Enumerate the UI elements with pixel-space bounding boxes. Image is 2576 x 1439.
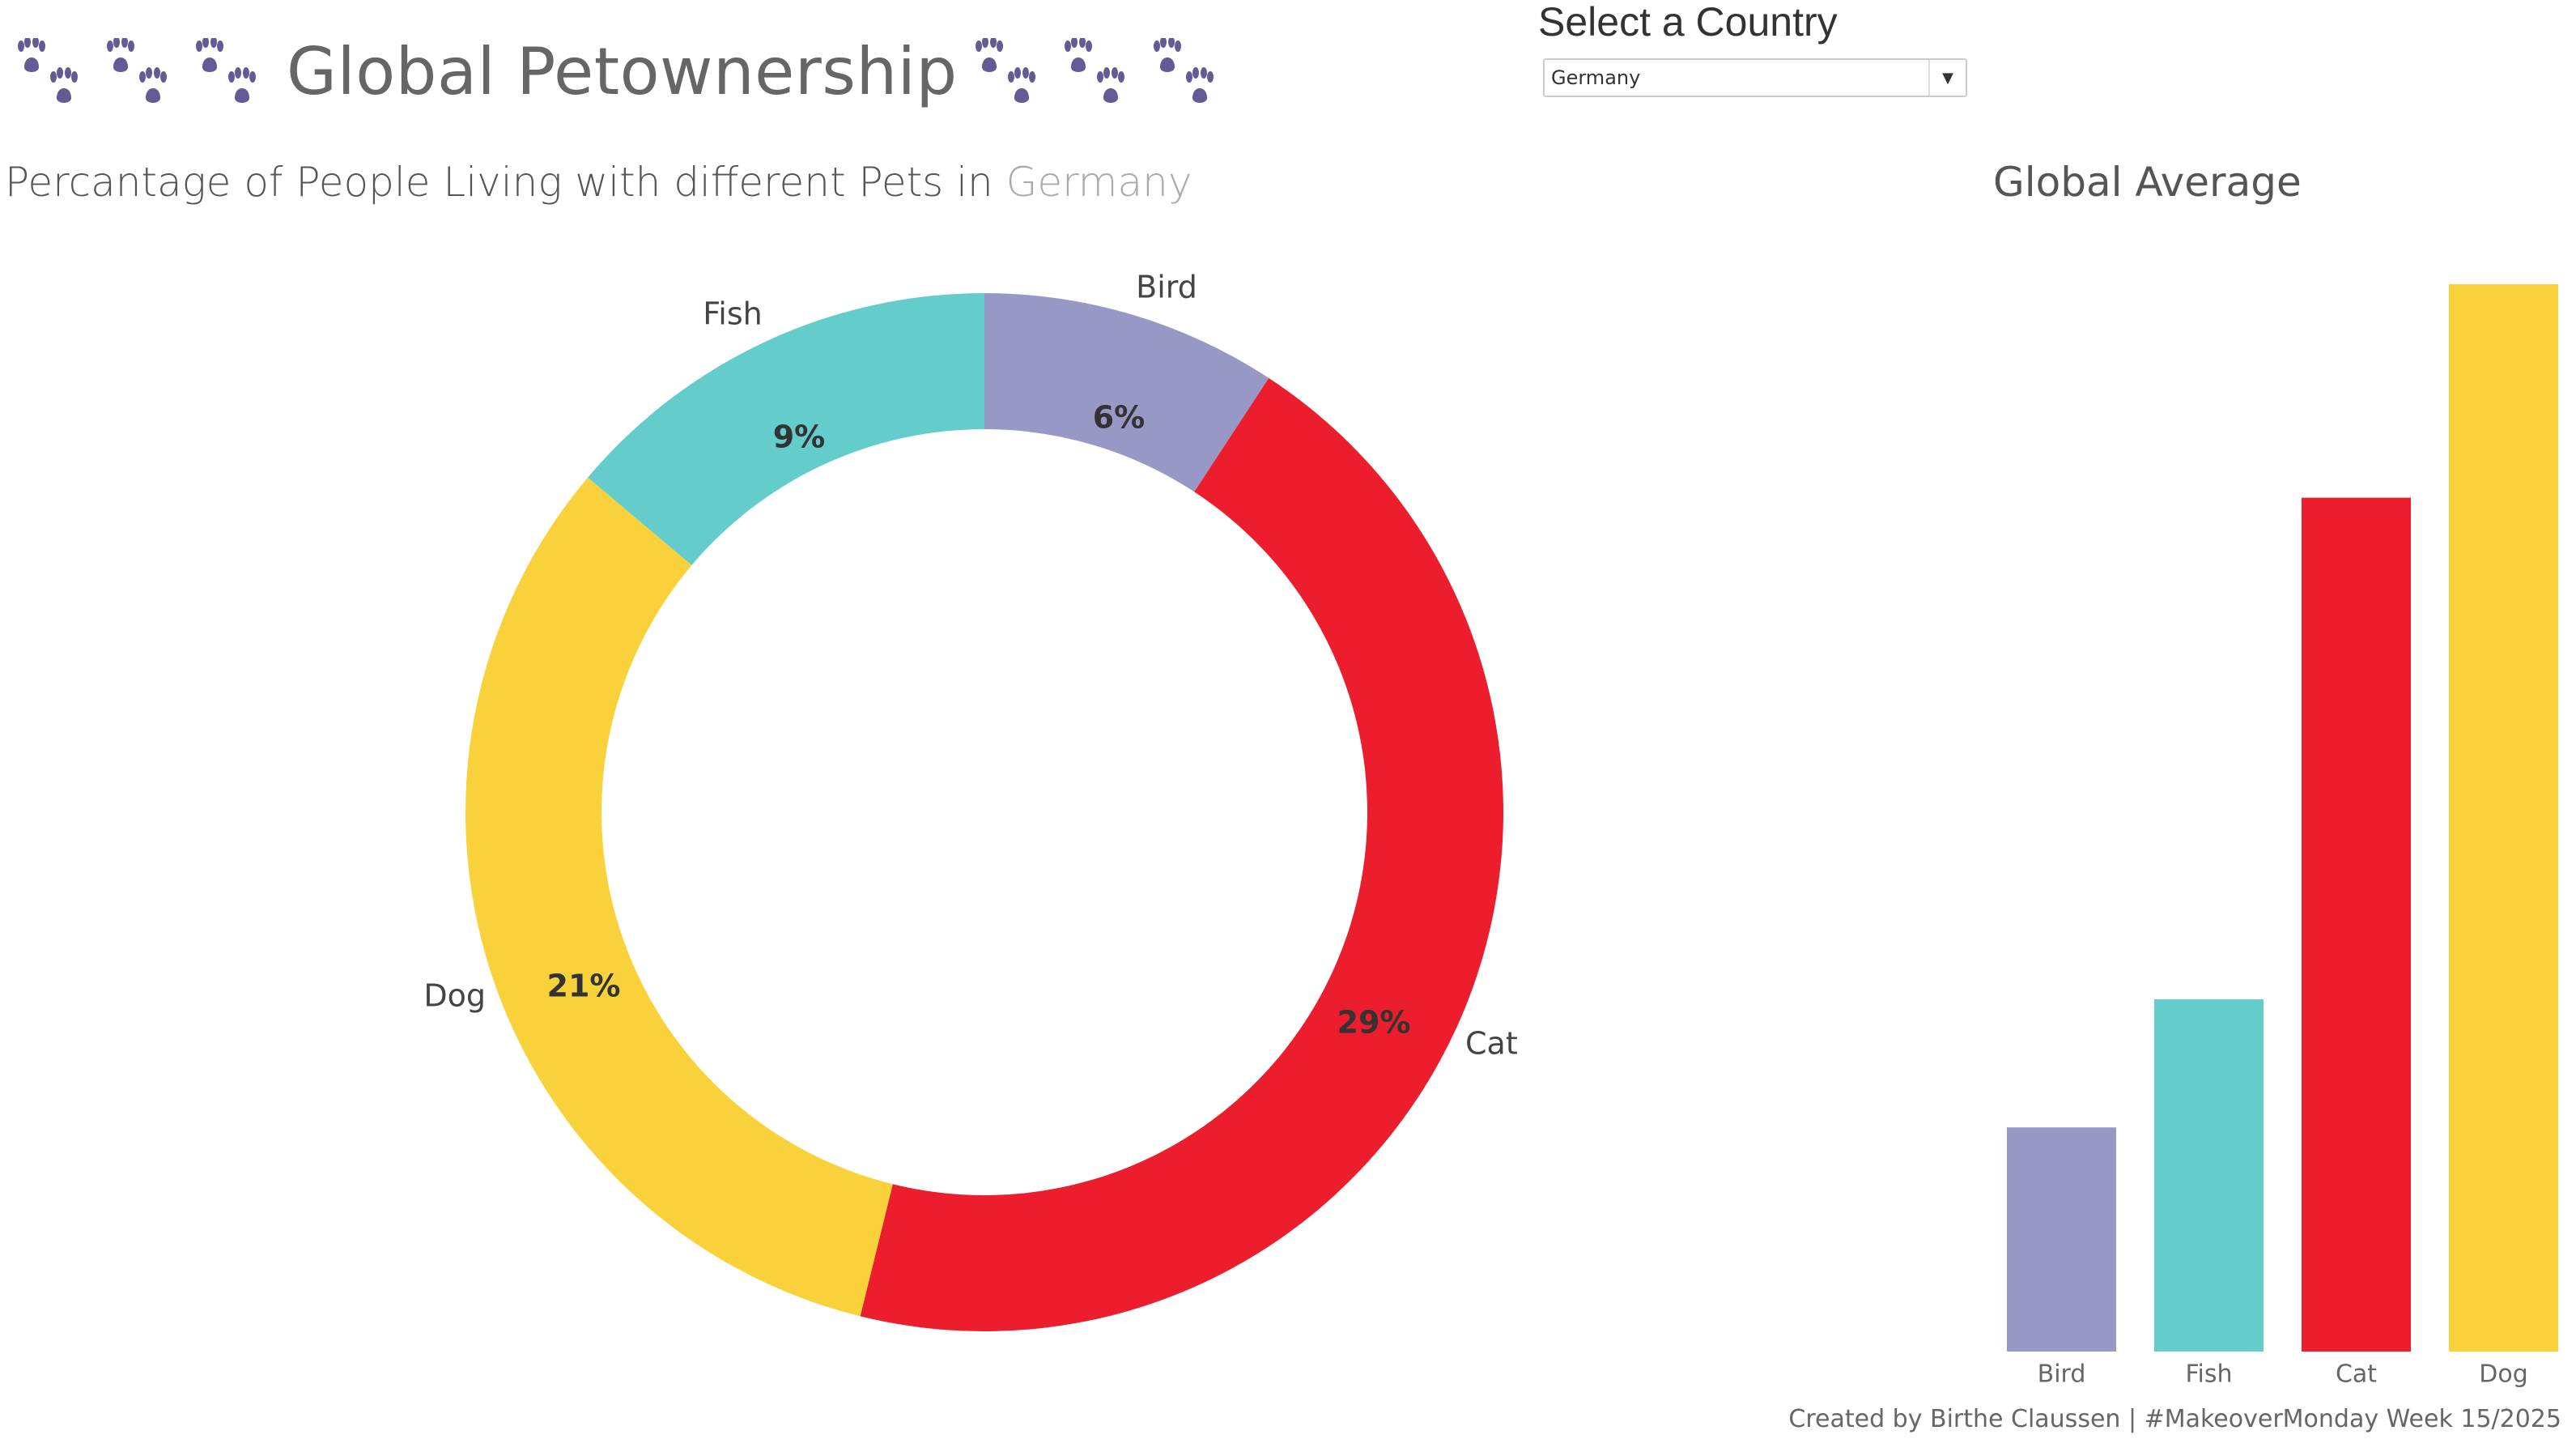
page-title: Global Petownership [287,33,958,109]
country-filter-label: Select a Country [1538,0,1838,45]
chevron-down-icon[interactable]: ▼ [1928,60,1966,96]
donut-category-label: Dog [423,978,486,1014]
footer-credit: Created by Birthe Claussen | #MakeoverMo… [1788,1405,2561,1433]
paw-icon [1150,36,1230,104]
country-dropdown-value[interactable]: Germany [1551,66,1641,89]
country-dropdown[interactable]: Germany ▼ [1543,58,1967,97]
bar-dog [2449,284,2558,1352]
donut-category-label: Fish [703,296,763,332]
bar-category-label: Cat [2336,1360,2377,1389]
paw-icon [193,36,272,104]
title-row: Global Petownership [15,31,1230,112]
bar-fish [2154,999,2264,1352]
paw-icon [1061,36,1141,104]
donut-category-label: Bird [1136,270,1197,305]
paw-icon [972,36,1052,104]
bar-cat [2302,497,2411,1352]
subtitle-prefix: Percantage of People Living with differe… [5,159,993,206]
donut-subtitle: Percantage of People Living with differe… [5,159,1192,206]
donut-percent-label: 21% [547,969,621,1004]
donut-slice-fish [588,293,984,565]
donut-percent-label: 29% [1337,1005,1411,1041]
global-average-title: Global Average [1993,159,2302,206]
donut-slice-bird [984,293,1269,492]
subtitle-country: Germany [1005,159,1192,206]
bar-category-label: Dog [2479,1360,2528,1389]
bar-bird [2007,1127,2116,1352]
bar-category-label: Bird [2038,1360,2086,1389]
donut-slice-cat [860,377,1503,1331]
donut-category-label: Cat [1465,1026,1518,1062]
paw-icon [104,36,183,104]
donut-percent-label: 9% [773,419,826,455]
donut-slice-dog [465,477,893,1317]
bar-category-label: Fish [2185,1360,2232,1389]
paw-icon [15,36,94,104]
donut-percent-label: 6% [1093,400,1146,436]
